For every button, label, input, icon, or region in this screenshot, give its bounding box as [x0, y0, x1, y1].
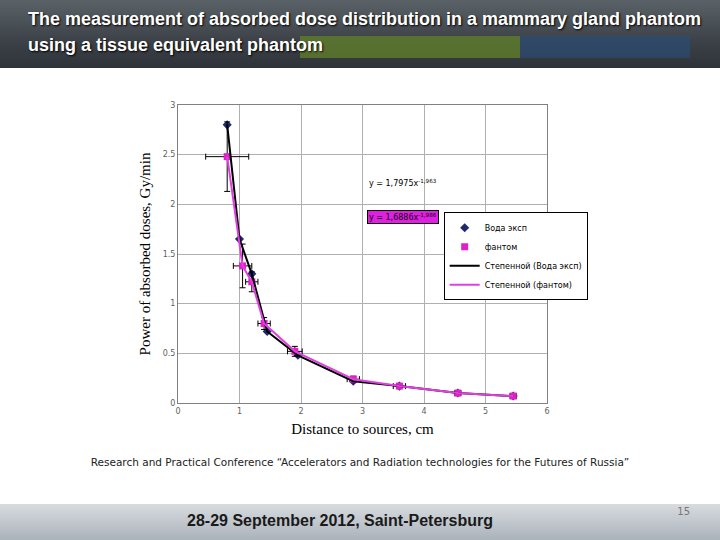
svg-text:6: 6	[544, 407, 549, 416]
svg-text:1: 1	[170, 299, 175, 308]
svg-text:фантом: фантом	[485, 243, 518, 252]
svg-text:2.5: 2.5	[163, 150, 176, 159]
svg-text:Power of absorbed doses, Gy/mi: Power of absorbed doses, Gy/min	[137, 152, 153, 355]
html-text:15: 15	[677, 506, 690, 517]
svg-text:2: 2	[170, 200, 175, 209]
svg-text:3: 3	[170, 101, 175, 110]
svg-text:Степенной (Вода эксп): Степенной (Вода эксп)	[485, 262, 582, 271]
svg-text:0.5: 0.5	[163, 349, 176, 358]
svg-text:1.5: 1.5	[163, 250, 176, 259]
html-text:The measurement of absorbed do: The measurement of absorbed dose distrib…	[28, 9, 702, 55]
svg-text:y = 1,6886x​-1,986​: y = 1,6886x​-1,986​	[369, 212, 437, 222]
svg-text:y = 1,7975x​-1,963​: y = 1,7975x​-1,963​	[369, 178, 437, 188]
html-text:Research and Practical Confere: Research and Practical Conference “Accel…	[90, 456, 630, 468]
html-text:28-29 September 2012, Saint-Pe: 28-29 September 2012, Saint-Petersburg	[187, 512, 493, 529]
svg-text:Степенной (фантом): Степенной (фантом)	[485, 281, 572, 290]
svg-text:Вода эксп: Вода эксп	[485, 224, 527, 233]
svg-text:2: 2	[298, 407, 303, 416]
svg-text:5: 5	[483, 407, 488, 416]
svg-text:0: 0	[175, 407, 180, 416]
svg-text:1: 1	[237, 407, 242, 416]
svg-text:0: 0	[170, 399, 175, 408]
svg-text:3: 3	[360, 407, 365, 416]
svg-text:Distance to sources, cm: Distance to sources, cm	[291, 421, 434, 437]
svg-text:4: 4	[421, 407, 426, 416]
